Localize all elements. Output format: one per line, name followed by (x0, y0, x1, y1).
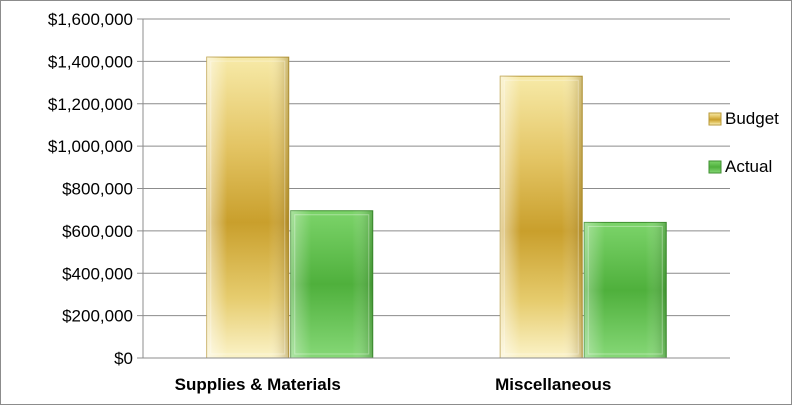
legend-item-actual: Actual (708, 157, 772, 176)
x-category-label: Miscellaneous (495, 375, 611, 394)
legend-label: Actual (725, 157, 772, 176)
bar-shading (290, 210, 373, 358)
y-tick-label: $600,000 (62, 222, 133, 241)
legend-swatch (708, 160, 722, 174)
bar-budget-1 (499, 75, 583, 359)
y-tick-label: $0 (114, 349, 133, 368)
bar-shading (584, 222, 667, 358)
legend-label: Budget (725, 109, 779, 128)
y-tick-label: $1,400,000 (48, 52, 133, 71)
y-tick-label: $200,000 (62, 307, 133, 326)
bar-shading (500, 76, 583, 359)
y-tick-label: $1,600,000 (48, 10, 133, 29)
bar-bevel (587, 225, 663, 355)
legend: Budget Actual (708, 109, 779, 176)
x-category-label: Supplies & Materials (175, 375, 341, 394)
legend-swatch (708, 112, 722, 126)
bar-bevel (503, 79, 579, 355)
bar-actual-0 (290, 210, 374, 359)
bar-shading (206, 57, 289, 358)
bar-budget-0 (206, 56, 290, 359)
y-tick-label: $400,000 (62, 264, 133, 283)
bar-actual-1 (583, 221, 667, 359)
bars (206, 56, 667, 359)
bar-bevel (210, 60, 286, 355)
y-tick-label: $800,000 (62, 180, 133, 199)
y-tick-label: $1,200,000 (48, 95, 133, 114)
y-axis: $0 $200,000 $400,000 $600,000 $800,000 $1,000… (48, 10, 144, 368)
x-axis: Supplies & Materials Miscellaneous (143, 357, 730, 394)
bar-bevel (294, 214, 370, 355)
y-tick-label: $1,000,000 (48, 137, 133, 156)
legend-item-budget: Budget (708, 109, 779, 128)
